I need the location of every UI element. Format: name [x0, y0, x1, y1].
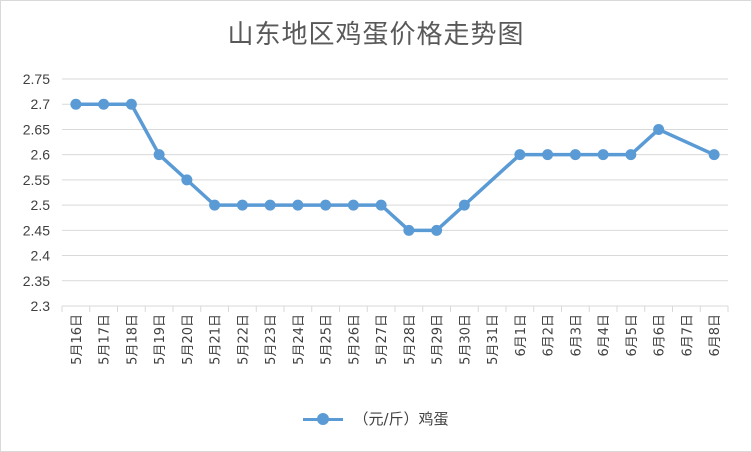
- data-point: [403, 224, 415, 236]
- y-tick-label: 2.75: [23, 71, 50, 87]
- data-point: [292, 199, 304, 211]
- legend-swatch-icon: [303, 412, 344, 426]
- data-point: [264, 199, 276, 211]
- data-point: [708, 149, 720, 161]
- x-tick-label: 6月4日: [597, 314, 612, 357]
- series-line: [74, 102, 716, 233]
- y-tick-label: 2.55: [23, 172, 50, 188]
- x-tick-label: 5月16日: [70, 314, 85, 365]
- x-tick-label: 5月25日: [320, 314, 335, 365]
- data-point: [597, 149, 609, 161]
- data-point: [347, 199, 359, 211]
- data-point: [153, 149, 165, 161]
- data-point: [514, 149, 526, 161]
- x-tick-label: 6月5日: [625, 314, 640, 357]
- data-point: [181, 174, 193, 186]
- data-point: [375, 199, 387, 211]
- x-tick-label: 5月24日: [292, 314, 307, 365]
- x-tick-label: 5月17日: [98, 314, 113, 365]
- data-point: [236, 199, 248, 211]
- y-tick-label: 2.4: [31, 248, 51, 264]
- x-tick-label: 5月27日: [375, 314, 390, 365]
- legend-label: （元/斤）鸡蛋: [353, 410, 449, 428]
- y-tick-label: 2.3: [31, 298, 51, 314]
- data-point: [542, 149, 554, 161]
- data-point: [569, 149, 581, 161]
- data-point: [625, 149, 637, 161]
- x-tick-label: 6月1日: [514, 314, 529, 357]
- y-tick-label: 2.6: [31, 147, 51, 163]
- x-tick-label: 6月8日: [708, 314, 723, 357]
- x-tick-label: 6月7日: [680, 314, 695, 357]
- x-tick-label: 5月31日: [486, 314, 501, 365]
- x-tick-label: 6月2日: [542, 314, 557, 357]
- y-tick-label: 2.7: [31, 96, 51, 112]
- chart-title: 山东地区鸡蛋价格走势图: [227, 20, 525, 50]
- data-point: [70, 98, 82, 110]
- x-tick-label: 5月29日: [431, 314, 446, 365]
- x-tick-label: 5月18日: [125, 314, 140, 365]
- x-tick-label: 5月22日: [236, 314, 251, 365]
- x-tick-label: 5月26日: [347, 314, 362, 365]
- data-point: [209, 199, 221, 211]
- data-point: [653, 123, 665, 135]
- y-tick-label: 2.65: [23, 121, 50, 137]
- x-tick-label: 5月30日: [458, 314, 473, 365]
- data-point: [431, 224, 443, 236]
- x-tick-label: 5月23日: [264, 314, 279, 365]
- data-point: [458, 199, 470, 211]
- x-tick-label: 5月20日: [181, 314, 196, 365]
- x-tick-label: 5月21日: [209, 314, 224, 365]
- legend: （元/斤）鸡蛋: [0, 408, 752, 429]
- data-point: [98, 98, 110, 110]
- x-tick-label: 6月6日: [653, 314, 668, 357]
- x-tick-label: 5月28日: [403, 314, 418, 365]
- data-point: [320, 199, 332, 211]
- y-tick-label: 2.5: [31, 197, 51, 213]
- x-tick-label: 5月19日: [153, 314, 168, 365]
- y-tick-label: 2.35: [23, 273, 50, 289]
- data-point: [125, 98, 137, 110]
- x-tick-label: 6月3日: [569, 314, 584, 357]
- y-tick-label: 2.45: [23, 222, 50, 238]
